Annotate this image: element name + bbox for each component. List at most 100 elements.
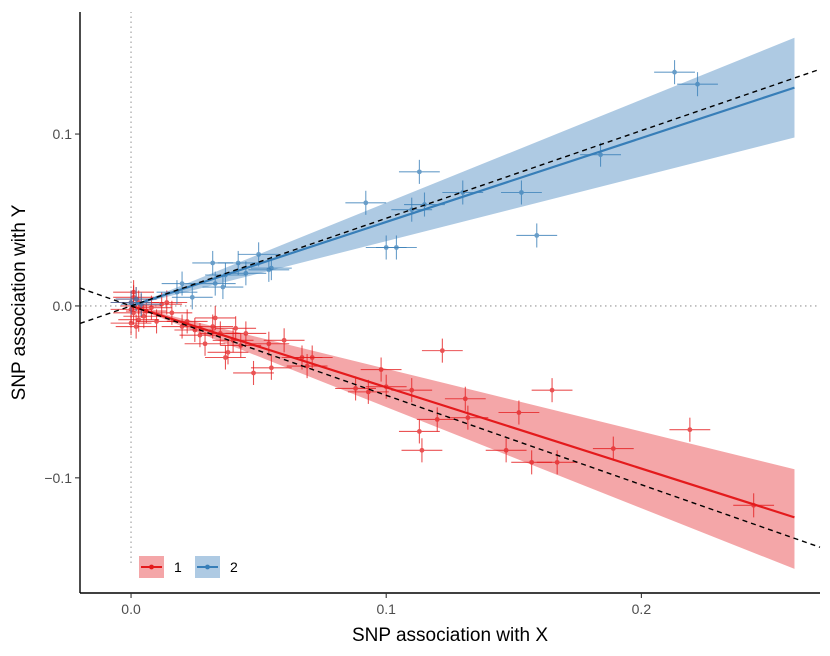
point-marker xyxy=(233,325,239,331)
dashed-reference-line-0 xyxy=(79,287,821,548)
point-1-24 xyxy=(194,305,236,331)
point-2-15 xyxy=(345,190,387,215)
legend-key-2 xyxy=(195,556,220,578)
point-1-55 xyxy=(592,436,634,461)
point-marker xyxy=(365,389,371,395)
point-marker xyxy=(128,320,134,326)
point-marker xyxy=(409,387,415,393)
point-marker xyxy=(210,260,216,266)
point-marker xyxy=(687,427,693,433)
point-marker xyxy=(220,284,226,290)
point-1-45 xyxy=(401,438,443,463)
point-marker xyxy=(268,365,274,371)
point-1-50 xyxy=(485,438,527,463)
point-marker xyxy=(281,337,287,343)
point-2-22 xyxy=(501,180,542,205)
confidence-band-1 xyxy=(131,305,795,569)
dashed-reference-line-1 xyxy=(79,68,821,325)
point-marker xyxy=(141,313,147,319)
legend-marker xyxy=(205,564,210,570)
legend-label-1: 1 xyxy=(174,559,182,575)
point-1-34 xyxy=(250,355,292,380)
point-marker xyxy=(416,429,422,434)
legend-label-2: 2 xyxy=(230,559,238,575)
reference-lines xyxy=(80,12,820,563)
legend-marker xyxy=(149,564,154,570)
point-2-24 xyxy=(580,142,621,167)
axes: 0.0 0.1 0.2 −0.1 0.0 0.1 xyxy=(44,12,820,617)
x-axis-title: SNP association with X xyxy=(352,625,548,646)
point-1-7 xyxy=(123,304,165,329)
x-tick-label: 0.2 xyxy=(632,601,652,617)
point-1-26 xyxy=(205,345,246,370)
point-marker xyxy=(309,355,315,360)
point-marker xyxy=(212,315,218,321)
point-1-48 xyxy=(444,386,486,411)
point-1-22 xyxy=(184,331,226,356)
point-marker xyxy=(179,281,185,286)
point-marker xyxy=(266,341,272,347)
point-1-27 xyxy=(207,340,249,365)
point-marker xyxy=(256,251,262,257)
point-marker xyxy=(434,416,440,422)
point-1-32 xyxy=(233,360,274,386)
point-1-41 xyxy=(360,357,402,382)
point-marker xyxy=(304,363,310,369)
point-marker xyxy=(149,305,154,311)
point-marker xyxy=(133,324,139,329)
point-marker xyxy=(534,233,540,238)
point-marker xyxy=(210,324,216,329)
point-marker xyxy=(235,260,241,266)
point-1-53 xyxy=(531,378,573,403)
point-marker xyxy=(519,190,524,195)
point-1-40 xyxy=(347,379,389,404)
y-axis-title: SNP association with Y xyxy=(9,204,30,400)
point-marker xyxy=(225,349,231,355)
point-marker xyxy=(419,447,425,453)
point-2-23 xyxy=(516,223,558,248)
point-1-47 xyxy=(421,338,463,363)
point-marker xyxy=(192,327,198,333)
point-2-5 xyxy=(171,285,213,310)
point-1-17 xyxy=(151,300,193,325)
y-tick-label: 0.1 xyxy=(53,126,73,142)
point-marker xyxy=(268,265,274,271)
point-marker xyxy=(179,324,185,329)
point-marker xyxy=(133,296,139,302)
x-tick-label: 0.0 xyxy=(121,601,141,617)
point-marker xyxy=(243,270,249,276)
point-1-46 xyxy=(416,407,458,432)
point-marker xyxy=(516,410,522,415)
point-2-17 xyxy=(376,235,417,260)
point-marker xyxy=(223,355,228,360)
point-marker xyxy=(503,447,509,453)
point-marker xyxy=(409,207,415,213)
point-marker xyxy=(465,415,471,421)
point-marker xyxy=(462,396,468,402)
point-2-26 xyxy=(677,72,718,97)
point-1-44 xyxy=(398,419,440,444)
confidence-bands xyxy=(131,37,795,569)
x-tick-label: 0.1 xyxy=(376,601,396,617)
point-2-12 xyxy=(238,242,280,267)
point-2-8 xyxy=(202,274,244,300)
point-marker xyxy=(598,152,603,158)
point-marker xyxy=(529,459,535,465)
point-marker xyxy=(439,348,445,354)
point-marker xyxy=(169,310,175,316)
point-2-25 xyxy=(654,60,695,85)
point-1-51 xyxy=(498,400,540,425)
point-1-56 xyxy=(669,417,711,442)
point-marker xyxy=(154,319,159,324)
point-marker xyxy=(251,370,256,376)
point-marker xyxy=(610,446,616,452)
point-marker xyxy=(672,69,677,75)
fit-line-2 xyxy=(130,86,795,307)
confidence-band-2 xyxy=(131,37,795,306)
point-2-19 xyxy=(398,159,440,184)
point-1-39 xyxy=(335,376,376,401)
legend-key-1 xyxy=(139,556,164,578)
point-marker xyxy=(378,367,384,372)
